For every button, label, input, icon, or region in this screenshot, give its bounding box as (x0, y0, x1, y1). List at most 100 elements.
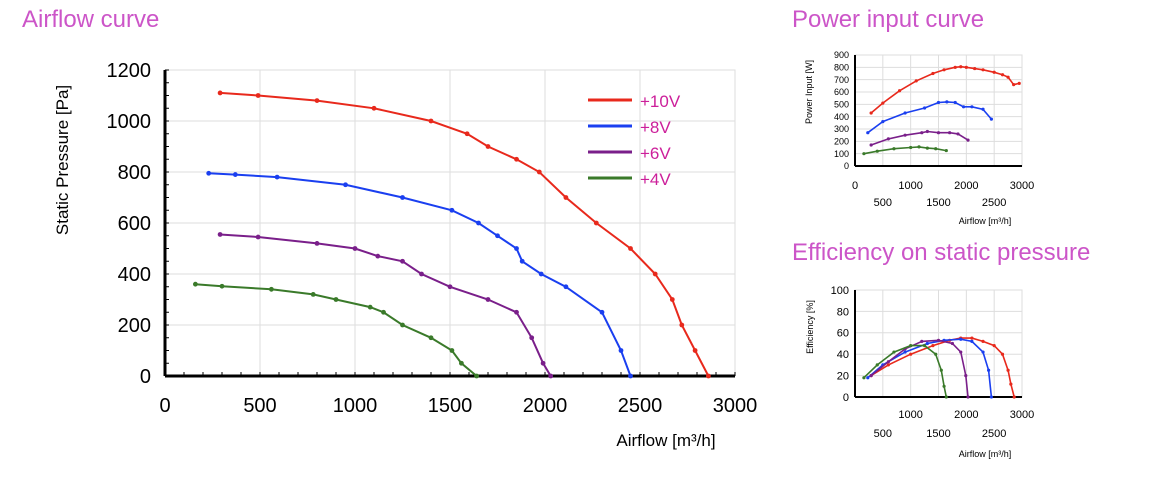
c1-series-plus-4v-point (892, 147, 896, 151)
c1-x-tick-label: 3000 (1010, 180, 1034, 192)
c0-series-plus-6v-point (217, 232, 223, 237)
c0-x-tick-label: 1000 (333, 395, 378, 417)
c2-series-plus-8v-point (981, 350, 985, 354)
c0-series-plus-10v-point (628, 246, 633, 251)
c1-series-plus-10v-point (897, 89, 902, 93)
c2-series-plus-10v-point (981, 339, 985, 343)
c2-series-plus-4v-point (909, 344, 913, 348)
c2-y-tick-label: 0 (843, 392, 849, 404)
c2-series-plus-6v-point (920, 339, 924, 343)
c2-series-plus-8v-point (987, 368, 991, 372)
c1-series-plus-10v-point (881, 101, 885, 105)
c0-series-plus-10v-point (679, 322, 685, 328)
c0-y-axis-label: Static Pressure [Pa] (53, 85, 72, 235)
c0-series-plus-4v-point (459, 360, 464, 366)
power-chart-title: Power input curve (792, 6, 985, 33)
c1-series-plus-8v-point (970, 105, 974, 109)
c2-x-axis-label: Airflow [m³/h] (959, 449, 1012, 459)
c2-series-plus-10v-point (1009, 382, 1013, 386)
c0-series-plus-10v-point (217, 90, 223, 96)
c0-series-plus-8v-point (495, 233, 500, 239)
c2-series-plus-6v-point (966, 395, 970, 399)
c2-series-plus-8v-point (925, 341, 929, 346)
c0-series-plus-10v-point (652, 271, 658, 277)
c0-series-plus-8v-point (476, 220, 481, 226)
c1-series-plus-4v-point (925, 146, 929, 150)
c1-series-plus-10v-point (1000, 73, 1005, 77)
c0-x-tick-label: 2500 (618, 395, 663, 417)
c2-series-plus-4v-point (862, 376, 866, 380)
c2-series-plus-10v-point (886, 363, 891, 367)
c0-series-plus-8v-point (274, 174, 280, 180)
c2-x-tick-label: 2000 (954, 409, 978, 421)
c1-y-tick-label: 400 (834, 112, 849, 122)
c1-series-plus-10v-point (1006, 75, 1010, 79)
c0-series-plus-6v-point (419, 271, 424, 277)
c0-series-plus-4v-point (269, 286, 274, 292)
c0-series-plus-10v-point (314, 98, 320, 103)
airflow-chart-title: Airflow curve (22, 6, 160, 33)
c0-series-plus-8v-point (538, 271, 544, 277)
c0-x-tick-label: 1500 (428, 395, 473, 417)
c0-series-plus-8v-point (628, 373, 633, 379)
c2-series-plus-4v-point (875, 363, 879, 367)
c0-series-plus-6v-point (540, 360, 546, 366)
c0-series-plus-10v-point (669, 297, 675, 302)
c1-series-plus-6v-point (956, 132, 960, 136)
c0-x-axis-label: Airflow [m³/h] (616, 431, 715, 450)
c0-series-plus-4v-point (449, 348, 455, 353)
c2-y-tick-label: 60 (837, 328, 849, 340)
c2-series-plus-10v-point (970, 336, 974, 340)
c0-series-plus-6v-point (314, 241, 320, 246)
c0-series-plus-4v-point (193, 281, 198, 287)
c1-series-plus-10v-point (973, 66, 977, 71)
c1-series-plus-4v-point (944, 148, 948, 153)
legend-label-3: +4V (640, 170, 671, 189)
c1-x-axis-label: Airflow [m³/h] (959, 216, 1012, 226)
c0-series-plus-6v-point (255, 234, 261, 240)
c1-y-axis-label: Power Input [W] (804, 60, 814, 124)
c2-series-plus-6v-point (964, 374, 968, 378)
c0-series-plus-4v-point (400, 322, 405, 328)
c1-series-plus-6v-point (903, 133, 907, 137)
c1-y-tick-label: 500 (834, 99, 849, 109)
c0-series-plus-8v-point (563, 284, 569, 290)
c1-series-plus-10v-point (964, 65, 968, 69)
c1-y-tick-label: 700 (834, 75, 849, 85)
c1-series-plus-10v-point (992, 70, 996, 74)
c1-series-plus-10v-point (1012, 83, 1016, 87)
legend-label-2: +6V (640, 144, 671, 163)
c0-x-tick-label: 3000 (713, 395, 758, 417)
c0-series-plus-10v-point (536, 169, 542, 175)
c1-series-plus-10v-point (931, 71, 935, 76)
c1-series-plus-6v-point (925, 129, 929, 134)
efficiency-chart-title: Efficiency on static pressure (792, 239, 1091, 266)
c0-y-tick-label: 1000 (107, 111, 152, 133)
c1-series-plus-6v-point (966, 138, 970, 142)
c0-x-tick-label: 500 (243, 395, 276, 417)
c2-series-plus-10v-point (1006, 368, 1010, 372)
c2-y-tick-label: 40 (837, 349, 849, 361)
c0-series-plus-10v-point (464, 131, 470, 137)
c2-series-plus-6v-point (936, 338, 941, 342)
c0-series-plus-10v-point (371, 105, 377, 111)
c1-series-plus-6v-point (886, 137, 891, 141)
c2-series-plus-8v-point (959, 337, 963, 341)
c2-series-plus-8v-point (970, 339, 974, 343)
c2-series-plus-4v-point (942, 384, 946, 388)
c2-series-plus-10v-point (1000, 352, 1005, 356)
c2-y-axis-label: Efficiency [%] (805, 300, 815, 354)
c1-series-plus-8v-point (953, 100, 957, 105)
c1-y-tick-label: 300 (834, 124, 849, 134)
c1-x-tick-label: 1000 (898, 180, 922, 192)
c1-series-plus-6v-point (920, 131, 924, 135)
c2-x-tick-label: 3000 (1010, 409, 1034, 421)
c0-series-plus-10v-point (593, 220, 599, 226)
c0-series-plus-8v-point (599, 309, 605, 315)
c2-y-tick-label: 80 (837, 306, 849, 318)
legend-label-1: +8V (640, 118, 671, 137)
c0-series-plus-4v-point (474, 373, 479, 379)
c2-series-plus-8v-point (866, 376, 870, 380)
c0-series-plus-10v-point (255, 93, 261, 98)
